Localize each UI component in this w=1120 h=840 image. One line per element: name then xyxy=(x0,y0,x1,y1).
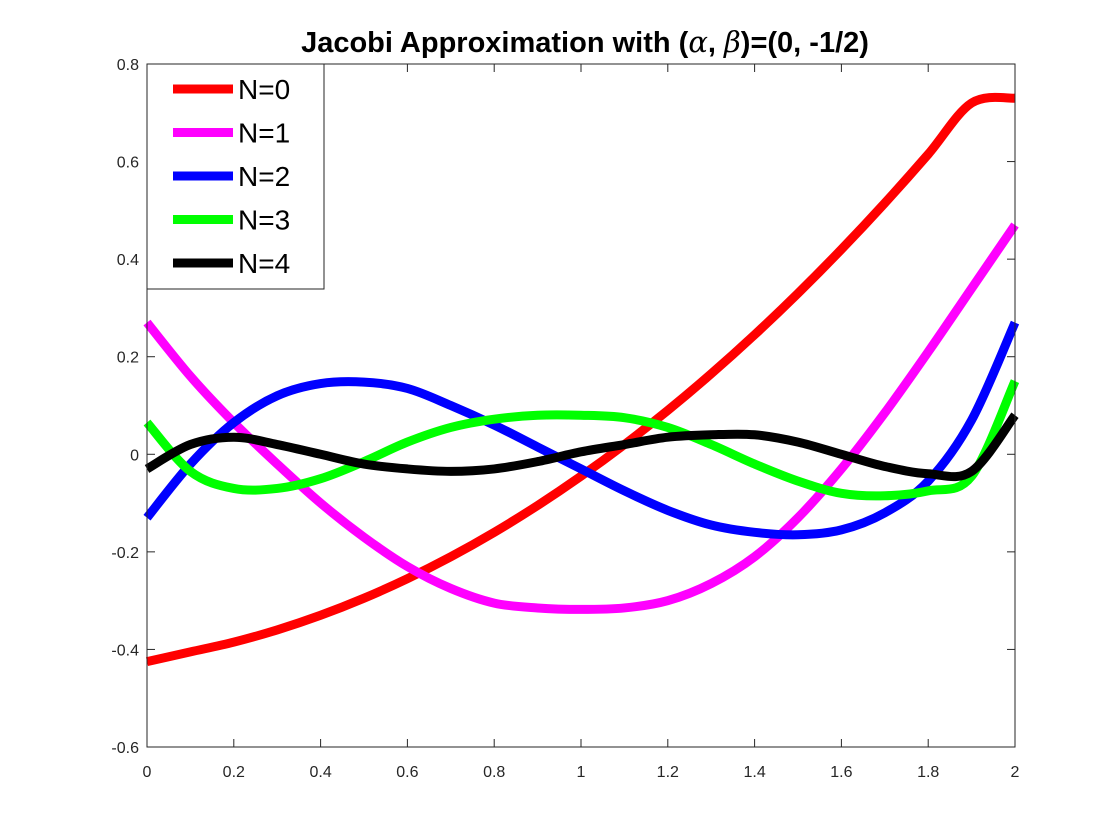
y-tick-label: 0.6 xyxy=(117,155,139,172)
y-tick-label: 0.4 xyxy=(117,252,139,269)
legend-label-n0: N=0 xyxy=(238,74,290,105)
chart-title: Jacobi Approximation with (α, β)=(0, -1/… xyxy=(301,25,869,59)
tick-layer: 0 0.2 0.4 0.6 0.8 1 1.2 1.4 1.6 1.8 2 -0.6 -0.4 -0.2 0… xyxy=(111,57,1019,781)
x-tick-label: 0.6 xyxy=(396,764,418,781)
chart-title-sep: , xyxy=(708,27,724,59)
y-tick-label: 0.8 xyxy=(117,57,139,74)
series-line-n2 xyxy=(143,320,1020,540)
legend-label-n1: N=1 xyxy=(238,118,290,149)
x-tick-label: 2 xyxy=(1011,764,1020,781)
y-tick-label: 0.2 xyxy=(117,350,139,367)
x-tick-label: 1.6 xyxy=(830,764,852,781)
y-tick-label: -0.6 xyxy=(111,740,139,757)
legend: N=0 N=1 N=2 N=3 N=4 xyxy=(146,63,325,290)
chart-title-suffix: )=(0, -1/2) xyxy=(741,27,869,59)
legend-label-n3: N=3 xyxy=(238,205,290,236)
series-layer xyxy=(143,92,1020,667)
series-line-n0 xyxy=(146,92,1016,667)
x-tick-label: 1.2 xyxy=(657,764,679,781)
chart-title-alpha: α xyxy=(688,25,708,59)
x-tick-label: 0.4 xyxy=(309,764,331,781)
chart-title-prefix: Jacobi Approximation with ( xyxy=(301,27,689,59)
x-tick-label: 1 xyxy=(577,764,586,781)
x-tick-label: 1.8 xyxy=(917,764,939,781)
series-line-n4 xyxy=(144,412,1019,482)
legend-label-n4: N=4 xyxy=(238,248,290,279)
series-line-n1 xyxy=(143,222,1019,614)
chart-title-beta: β xyxy=(723,25,741,59)
y-tick-label: -0.2 xyxy=(111,545,139,562)
series-line-n3 xyxy=(143,379,1020,501)
x-tick-label: 1.4 xyxy=(743,764,765,781)
x-tick-label: 0 xyxy=(143,764,152,781)
y-tick-label: -0.4 xyxy=(111,642,139,659)
x-tick-label: 0.8 xyxy=(483,764,505,781)
x-tick-label: 0.2 xyxy=(223,764,245,781)
legend-label-n2: N=2 xyxy=(238,161,290,192)
y-tick-label: 0 xyxy=(130,447,139,464)
